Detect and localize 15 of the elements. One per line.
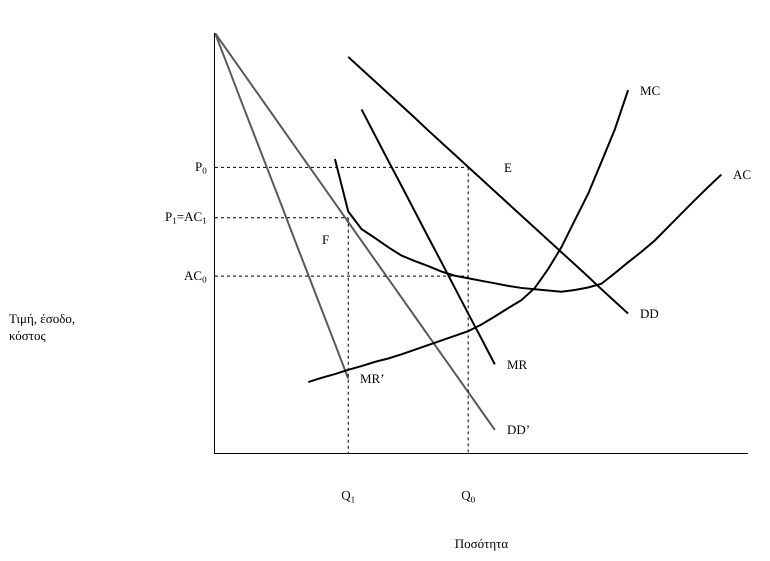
series-label: AC$_{0}$ — [184, 268, 208, 285]
x-axis-title: Ποσότητα — [454, 536, 508, 551]
annotation: E — [504, 160, 512, 175]
series-label: MR’ — [360, 371, 385, 386]
series-label: DD — [640, 306, 659, 321]
series-label: MR — [507, 357, 528, 372]
text: Τιμή, έσοδο, κόστος — [9, 311, 76, 343]
series-label: DD’ — [507, 422, 530, 437]
series-label: P$_{0}$ — [195, 159, 208, 176]
x-tick-label: Q$_{0}$ — [461, 488, 476, 504]
series-label: P$_{1}$=AC$_{1}$ — [165, 209, 207, 226]
x-tick-label: Q$_{1}$ — [341, 488, 356, 504]
series-label: AC — [733, 167, 752, 182]
annotation: F — [322, 232, 330, 247]
series-label: MC — [640, 83, 660, 98]
